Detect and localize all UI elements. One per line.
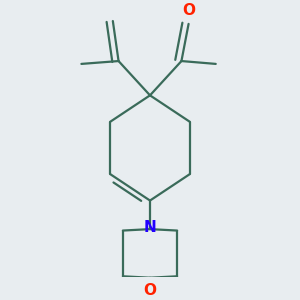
Text: N: N (144, 220, 156, 235)
Text: O: O (143, 283, 157, 298)
Text: O: O (182, 3, 195, 18)
